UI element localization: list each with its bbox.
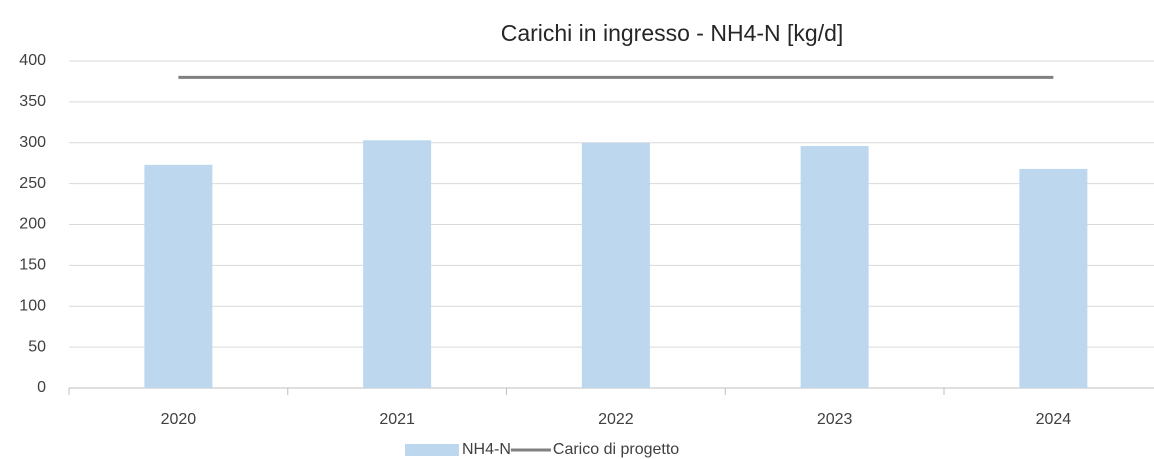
y-tick-label: 50	[28, 338, 46, 355]
bar	[800, 146, 869, 388]
legend-label: Carico di progetto	[553, 441, 679, 458]
y-tick-label: 350	[19, 93, 46, 110]
bar	[581, 142, 650, 388]
x-tick-label: 2024	[1036, 411, 1072, 428]
x-tick-label: 2020	[161, 411, 197, 428]
y-tick-label: 0	[37, 379, 46, 396]
x-tick-label: 2022	[598, 411, 634, 428]
legend-swatch	[405, 444, 459, 456]
y-tick-label: 300	[19, 134, 46, 151]
y-tick-label: 100	[19, 297, 46, 314]
y-tick-label: 150	[19, 257, 46, 274]
bar	[144, 164, 213, 388]
y-tick-label: 250	[19, 175, 46, 192]
y-tick-label: 200	[19, 216, 46, 233]
bar	[363, 140, 432, 388]
bar	[1019, 168, 1088, 388]
x-tick-label: 2023	[817, 411, 853, 428]
chart-title: Carichi in ingresso - NH4-N [kg/d]	[501, 20, 844, 46]
y-tick-label: 400	[19, 52, 46, 69]
legend-label: NH4-N	[462, 441, 511, 458]
x-tick-label: 2021	[379, 411, 415, 428]
